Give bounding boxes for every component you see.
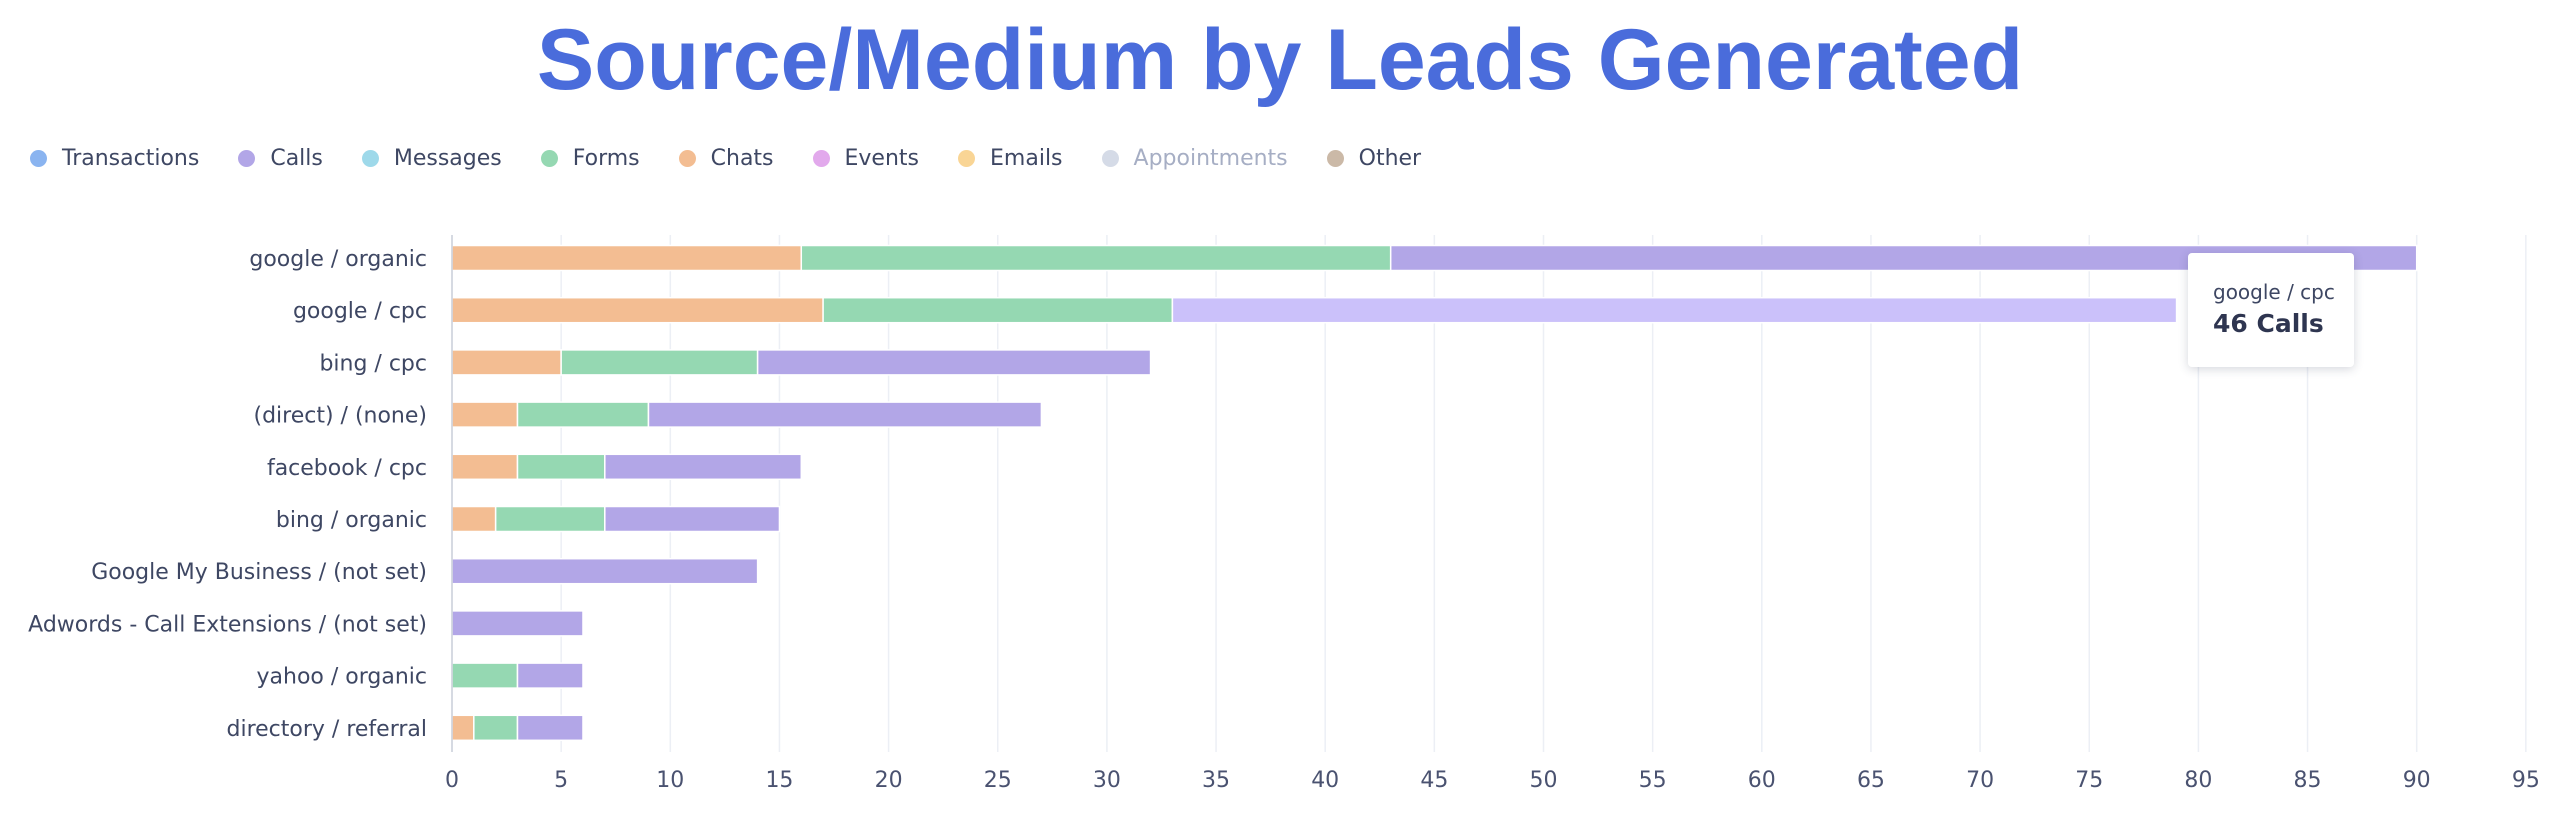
bar-calls-bing-cpc xyxy=(756,349,1152,376)
x-tick-label: 5 xyxy=(554,768,568,793)
x-tick-label: 30 xyxy=(1093,768,1121,793)
bar-calls-yahoo-organic xyxy=(516,662,584,689)
x-tick-label: 55 xyxy=(1639,768,1667,793)
x-tick-label: 95 xyxy=(2512,768,2540,793)
chart-legend: Transactions Calls Messages Forms Chats Event… xyxy=(30,142,1460,174)
x-tick-label: 45 xyxy=(1420,768,1448,793)
category-label: Google My Business / (not set) xyxy=(91,560,427,585)
bar-forms-yahoo-organic xyxy=(451,662,519,689)
legend-item-transactions[interactable]: Transactions xyxy=(30,146,199,171)
bar-chats-google-cpc xyxy=(451,296,824,324)
x-tick-label: 35 xyxy=(1202,768,1230,793)
x-tick-label: 0 xyxy=(445,768,459,793)
bar-calls-directory-referral xyxy=(516,714,584,742)
legend-item-messages[interactable]: Messages xyxy=(361,145,502,171)
category-label: Adwords - Call Extensions / (not set) xyxy=(28,612,427,637)
legend-item-appointments[interactable]: Appointments xyxy=(1101,145,1288,171)
legend-label: Events xyxy=(844,145,920,171)
bar-calls-google-cpc xyxy=(1171,296,2178,324)
x-tick-label: 60 xyxy=(1748,768,1776,793)
bar-forms-direct-none xyxy=(516,401,650,428)
legend-dot-icon xyxy=(1326,149,1344,167)
bar-forms-google-organic xyxy=(800,244,1392,272)
chart-title: Source/Medium by Leads Generated xyxy=(536,12,2024,108)
chart-tooltip: google / cpc 46 Calls xyxy=(2188,253,2354,367)
bar-calls-facebook-cpc xyxy=(604,453,803,481)
legend-item-calls[interactable]: Calls xyxy=(238,146,323,171)
legend-label: Emails xyxy=(990,145,1063,171)
category-label: yahoo / organic xyxy=(257,665,427,690)
category-label: bing / organic xyxy=(276,508,427,533)
legend-label: Calls xyxy=(270,145,323,171)
legend-item-forms[interactable]: Forms xyxy=(540,145,640,171)
legend-dot-icon xyxy=(30,149,47,167)
category-label: google / cpc xyxy=(293,299,427,324)
tooltip-title: google / cpc xyxy=(2213,280,2335,304)
legend-dot-icon xyxy=(812,149,830,167)
x-tick-label: 25 xyxy=(984,768,1012,793)
bar-forms-directory-referral xyxy=(473,714,519,742)
legend-item-other[interactable]: Other xyxy=(1326,145,1422,171)
category-label: directory / referral xyxy=(227,717,428,742)
category-label: (direct) / (none) xyxy=(253,404,427,429)
x-tick-label: 40 xyxy=(1311,768,1339,793)
bar-chats-bing-cpc xyxy=(451,349,562,376)
x-tick-label: 85 xyxy=(2294,768,2322,793)
legend-item-chats[interactable]: Chats xyxy=(678,145,774,171)
x-tick-label: 15 xyxy=(765,768,793,793)
x-tick-label: 75 xyxy=(2075,768,2103,793)
legend-label: Appointments xyxy=(1133,145,1288,171)
legend-dot-icon xyxy=(540,149,558,167)
legend-dot-icon xyxy=(361,149,379,167)
tooltip-value: 46 Calls xyxy=(2213,309,2324,338)
x-tick-label: 50 xyxy=(1530,768,1558,793)
x-tick-label: 90 xyxy=(2403,768,2431,793)
x-tick-label: 20 xyxy=(875,768,903,793)
legend-dot-icon xyxy=(958,149,976,167)
category-label: facebook / cpc xyxy=(267,456,427,481)
legend-dot-icon xyxy=(678,149,696,167)
x-tick-label: 10 xyxy=(656,768,684,793)
category-label: google / organic xyxy=(249,247,427,272)
bar-chats-direct-none xyxy=(451,401,519,428)
legend-label: Chats xyxy=(710,145,774,171)
bar-calls-google-my-business-not-set xyxy=(451,557,759,585)
bar-chats-facebook-cpc xyxy=(451,453,519,481)
legend-item-events[interactable]: Events xyxy=(812,145,920,171)
bar-calls-adwords-call-extensions-not-set xyxy=(451,610,584,637)
legend-dot-icon xyxy=(238,149,256,167)
bar-forms-facebook-cpc xyxy=(516,453,606,481)
category-label: bing / cpc xyxy=(319,351,427,376)
bar-forms-bing-organic xyxy=(494,505,606,533)
bar-chats-bing-organic xyxy=(451,505,497,533)
bar-chats-directory-referral xyxy=(451,714,475,742)
bar-calls-bing-organic xyxy=(604,505,781,533)
x-tick-label: 80 xyxy=(2184,768,2212,793)
bar-chats-google-organic xyxy=(451,244,803,272)
bar-calls-direct-none xyxy=(647,401,1043,428)
legend-label: Forms xyxy=(572,145,640,171)
bar-forms-bing-cpc xyxy=(560,349,759,376)
x-tick-label: 70 xyxy=(1966,768,1994,793)
legend-item-emails[interactable]: Emails xyxy=(958,146,1063,171)
legend-label: Transactions xyxy=(62,145,200,171)
legend-label: Other xyxy=(1358,145,1422,171)
legend-dot-icon xyxy=(1101,149,1119,167)
legend-label: Messages xyxy=(393,145,502,171)
bar-forms-google-cpc xyxy=(822,296,1174,324)
x-tick-label: 65 xyxy=(1857,768,1885,793)
